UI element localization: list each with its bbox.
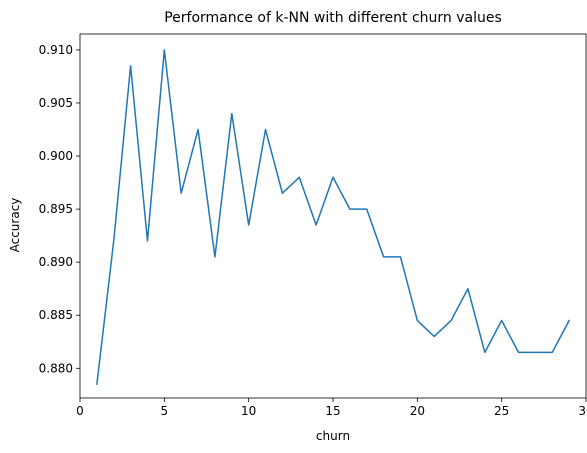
axes-frame [80, 34, 586, 398]
chart-title: Performance of k-NN with different churn… [164, 10, 502, 26]
y-tick-label: 0.890 [39, 255, 73, 269]
y-tick-label: 0.905 [39, 96, 73, 110]
x-tick-label: 5 [161, 404, 169, 418]
series-line [97, 50, 569, 384]
x-tick-label: 20 [410, 404, 425, 418]
y-axis-label: Accuracy [8, 198, 22, 253]
x-tick-label: 30 [578, 404, 587, 418]
x-tick-label: 25 [494, 404, 509, 418]
x-tick-label: 0 [76, 404, 84, 418]
y-tick-label: 0.895 [39, 202, 73, 216]
y-tick-label: 0.885 [39, 308, 73, 322]
y-tick-label: 0.880 [39, 361, 73, 375]
x-tick-label: 15 [325, 404, 340, 418]
y-tick-label: 0.900 [39, 149, 73, 163]
y-tick-label: 0.910 [39, 43, 73, 57]
plot-area [97, 50, 569, 384]
x-axis-label: churn [316, 429, 350, 443]
x-tick-label: 10 [241, 404, 256, 418]
axis-ticks: 0 5 10 15 20 25 30 0.880 0.885 0.890 0.895 0.900 0.9… [39, 43, 587, 418]
